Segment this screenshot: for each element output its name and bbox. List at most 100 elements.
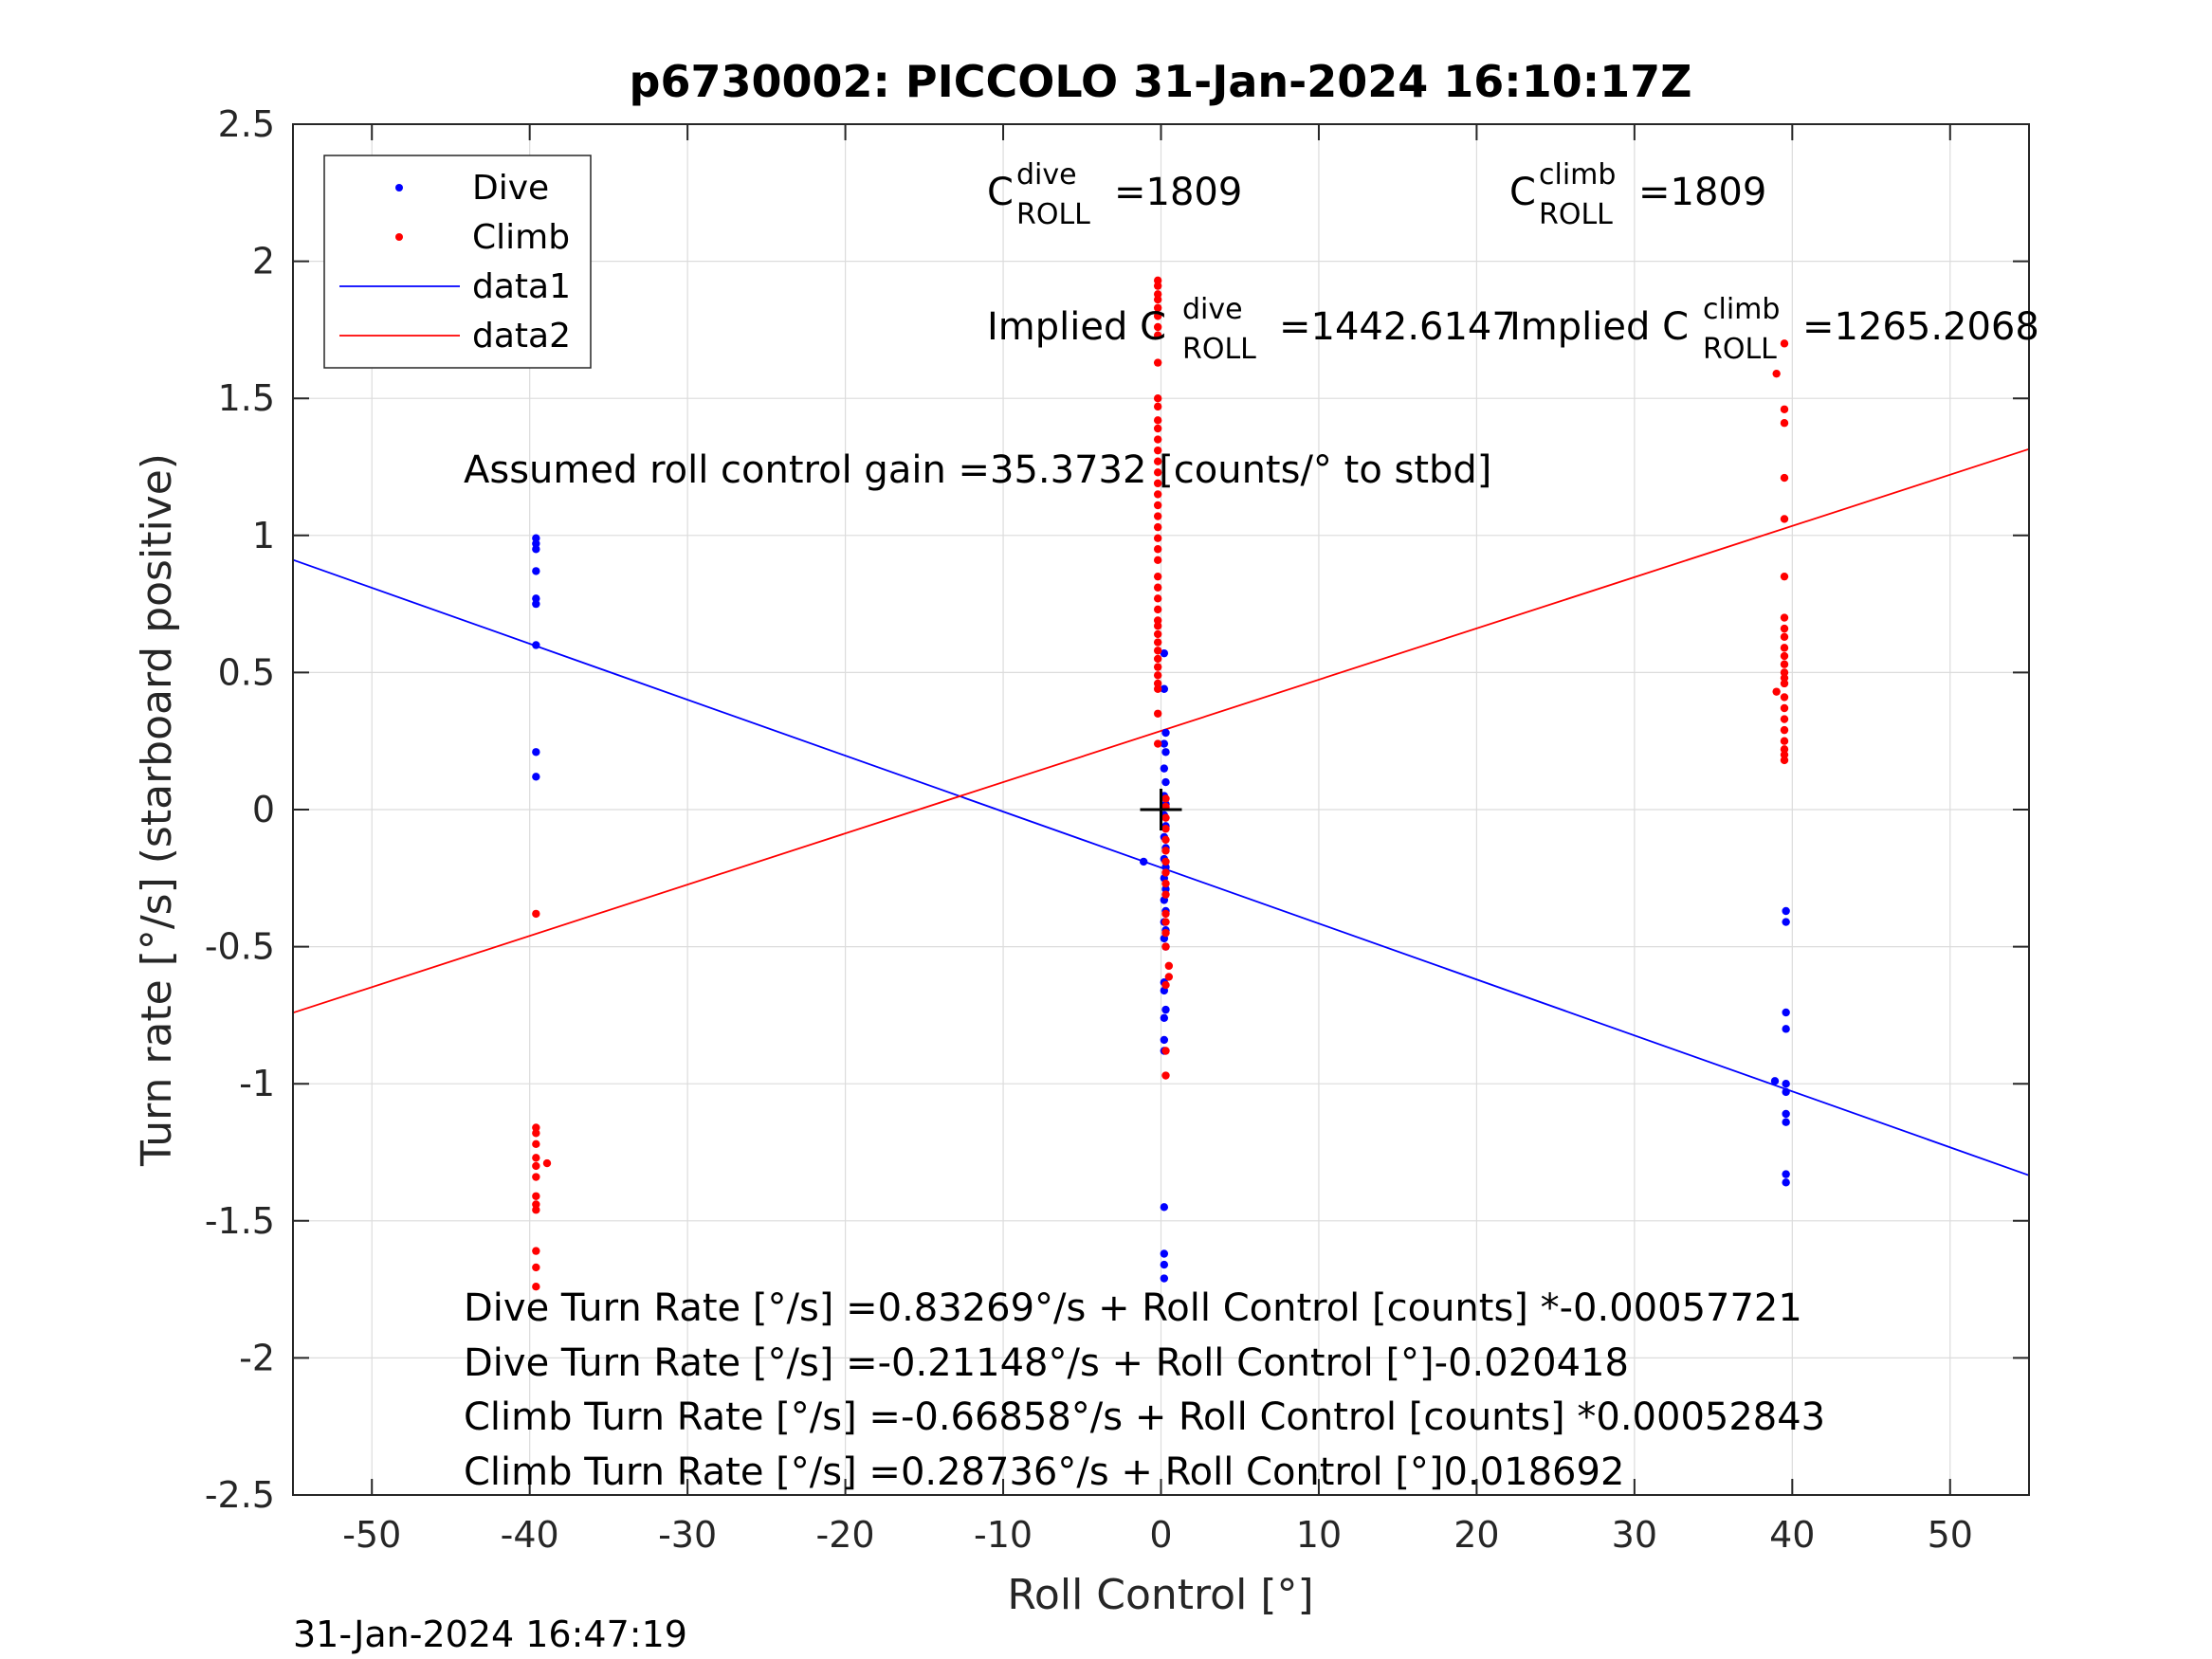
climb-point <box>1780 715 1789 723</box>
legend-box <box>323 155 592 369</box>
y-tick-label: 0 <box>252 789 275 830</box>
climb-point <box>1164 973 1174 981</box>
climb-point <box>1153 739 1162 748</box>
climb-point <box>1780 703 1789 713</box>
dive-point <box>1782 1080 1790 1088</box>
c-dive-main: C <box>987 171 1014 214</box>
climb-point <box>1161 1071 1170 1080</box>
climb-point <box>1161 868 1170 877</box>
fit-line-data2 <box>292 447 2030 1014</box>
climb-point <box>1780 419 1789 428</box>
climb-point <box>1153 622 1162 630</box>
legend-dive-label: Dive <box>472 169 549 208</box>
climb-point <box>532 1154 540 1162</box>
climb-point <box>1161 813 1170 822</box>
y-tick-label: 2.5 <box>218 103 275 145</box>
dive-point <box>1160 1013 1169 1022</box>
y-tick-label: 1.5 <box>218 377 275 419</box>
implied-climb-sub: ROLL <box>1703 333 1777 366</box>
climb-point <box>1153 490 1162 499</box>
y-tick-label: -2.5 <box>205 1474 275 1516</box>
climb-point <box>1780 651 1789 661</box>
dive-point <box>532 773 540 781</box>
implied-climb-value: =1265.2068 <box>1802 305 2039 349</box>
climb-point <box>1780 572 1789 581</box>
c-climb-sup: climb <box>1539 158 1616 191</box>
climb-point <box>1153 522 1162 532</box>
dive-point <box>1160 739 1169 748</box>
dive-point <box>532 545 540 554</box>
climb-point <box>1153 290 1162 299</box>
dive-point <box>532 539 540 548</box>
climb-point <box>1780 632 1789 642</box>
c-dive-sup: dive <box>1016 158 1077 191</box>
fit-equation-3: Climb Turn Rate [°/s] =-0.66858°/s + Rol… <box>464 1395 1825 1439</box>
climb-point <box>532 1283 540 1291</box>
implied-dive-sup: dive <box>1182 293 1243 326</box>
climb-point <box>1780 624 1789 633</box>
implied-dive-value: =1442.6147 <box>1279 305 1516 349</box>
data-points <box>532 276 1790 1291</box>
climb-point <box>1780 660 1789 668</box>
implied-climb-main: Implied C <box>1509 305 1689 349</box>
climb-point <box>1153 402 1162 411</box>
climb-point <box>1161 879 1170 888</box>
climb-point <box>532 1173 540 1181</box>
c-climb-main: C <box>1509 171 1536 214</box>
dive-point <box>1782 1109 1790 1119</box>
climb-point <box>1153 276 1162 285</box>
dive-point <box>1160 648 1169 658</box>
climb-point <box>1161 794 1170 803</box>
x-tick-label: 10 <box>1296 1514 1342 1556</box>
dive-point <box>1161 884 1170 894</box>
climb-point <box>1153 663 1162 671</box>
climb-point <box>532 1123 540 1132</box>
climb-point <box>1153 638 1162 647</box>
implied-dive-main: Implied C <box>987 305 1166 349</box>
climb-point <box>1153 647 1162 655</box>
dive-point <box>1160 684 1169 693</box>
climb-point <box>542 1158 552 1168</box>
legend-data2-label: data2 <box>472 317 571 356</box>
dive-point <box>1782 1178 1790 1187</box>
climb-point <box>1780 339 1789 348</box>
climb-point <box>1772 687 1781 696</box>
dive-point <box>1161 863 1170 871</box>
climb-point <box>1780 515 1789 523</box>
chart-title: p6730002: PICCOLO 31-Jan-2024 16:10:17Z <box>630 56 1692 107</box>
x-tick-label: -30 <box>658 1514 717 1556</box>
climb-point <box>1153 679 1162 688</box>
climb-point <box>1153 479 1162 488</box>
x-axis-label: Roll Control [°] <box>1007 1571 1313 1619</box>
y-tick-label: 0.5 <box>218 651 275 693</box>
climb-point <box>1161 847 1170 855</box>
x-tick-label: 50 <box>1928 1514 1973 1556</box>
climb-point <box>1153 435 1162 444</box>
dive-point <box>1161 1005 1170 1014</box>
climb-point <box>532 1129 540 1138</box>
climb-point <box>1153 501 1162 510</box>
climb-point <box>1780 756 1789 765</box>
climb-point <box>1780 668 1789 677</box>
dive-point <box>1782 1118 1790 1126</box>
y-axis-label: Turn rate [°/s] (starboard positive) <box>133 453 181 1167</box>
x-tick-label: -40 <box>501 1514 559 1556</box>
dive-point <box>532 567 540 575</box>
climb-point <box>532 1247 540 1255</box>
dive-point <box>1161 748 1170 757</box>
fit-lines <box>292 447 2030 1176</box>
y-tick-label: -1 <box>239 1063 275 1104</box>
climb-point <box>1161 928 1170 938</box>
implied-dive-sub: ROLL <box>1182 333 1256 366</box>
climb-point <box>1772 369 1781 378</box>
climb-point <box>1153 282 1162 290</box>
c-dive-value: =1809 <box>1114 171 1242 214</box>
y-tick-label: 2 <box>252 241 275 283</box>
climb-point <box>1153 303 1162 312</box>
climb-point <box>1153 583 1162 592</box>
climb-point <box>1780 750 1789 759</box>
climb-point <box>1780 725 1789 735</box>
climb-point <box>1153 709 1162 718</box>
legend-data1-label: data1 <box>472 267 571 306</box>
